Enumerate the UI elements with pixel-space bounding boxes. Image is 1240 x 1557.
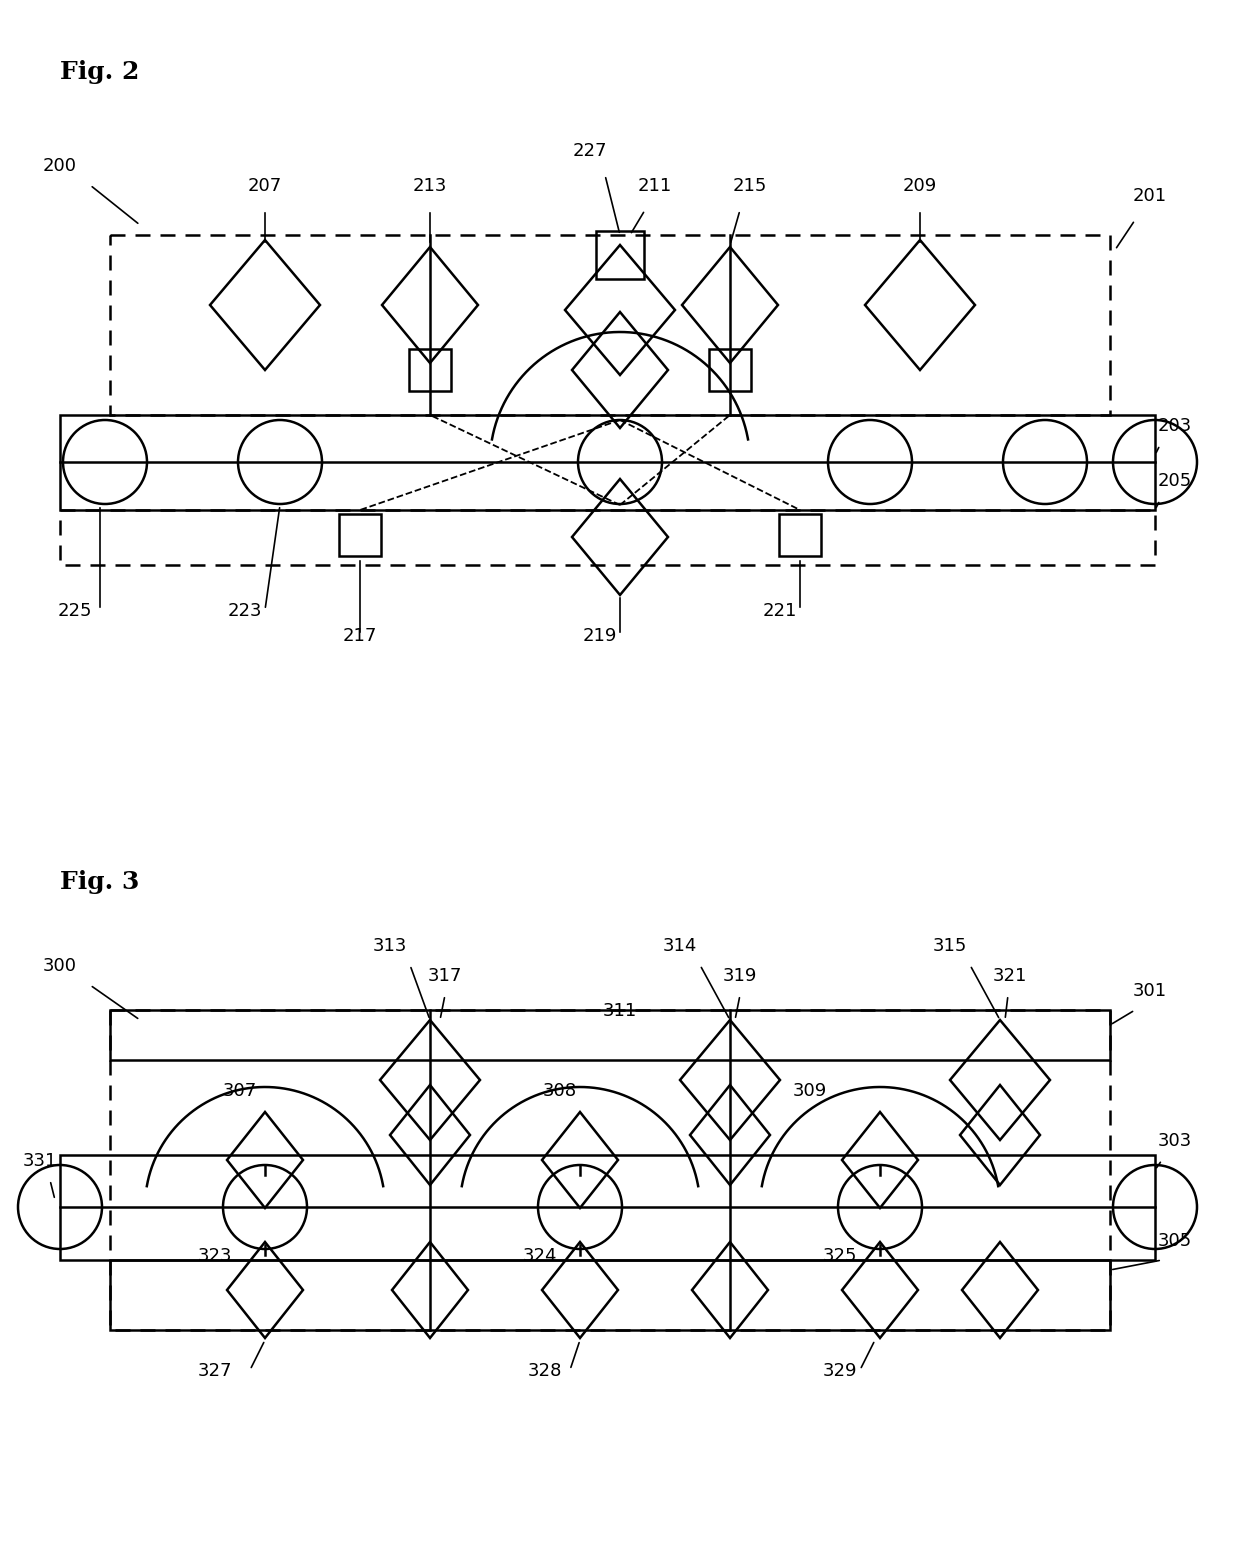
Text: 203: 203 (1158, 417, 1192, 434)
Text: 221: 221 (763, 603, 797, 620)
Text: 309: 309 (792, 1082, 827, 1099)
Bar (110, 1010, 1110, 1060)
Text: 331: 331 (22, 1152, 57, 1169)
Text: 328: 328 (528, 1362, 562, 1380)
Text: 313: 313 (373, 937, 407, 954)
Text: 223: 223 (228, 603, 262, 620)
Text: 311: 311 (603, 1003, 637, 1020)
Text: 217: 217 (342, 627, 377, 645)
Text: 200: 200 (43, 157, 77, 174)
Bar (110, 1010, 1110, 1330)
Text: 325: 325 (823, 1247, 857, 1264)
Text: 323: 323 (197, 1247, 232, 1264)
Bar (409, 349, 451, 391)
Text: 215: 215 (733, 177, 768, 195)
Text: 219: 219 (583, 627, 618, 645)
Text: 213: 213 (413, 177, 448, 195)
Bar (60, 416, 1154, 511)
Text: 314: 314 (663, 937, 697, 954)
Text: 225: 225 (58, 603, 92, 620)
Text: 205: 205 (1158, 472, 1192, 490)
Text: 301: 301 (1133, 982, 1167, 1000)
Text: Fig. 2: Fig. 2 (60, 61, 139, 84)
Bar (709, 349, 751, 391)
Bar (339, 514, 381, 556)
Text: 201: 201 (1133, 187, 1167, 206)
Text: 207: 207 (248, 177, 283, 195)
Text: 317: 317 (428, 967, 463, 986)
Bar (110, 1260, 1110, 1330)
Text: 211: 211 (637, 177, 672, 195)
Bar (779, 514, 821, 556)
Text: 307: 307 (223, 1082, 257, 1099)
Text: 300: 300 (43, 958, 77, 975)
Text: 308: 308 (543, 1082, 577, 1099)
Text: 315: 315 (932, 937, 967, 954)
Text: 327: 327 (197, 1362, 232, 1380)
Text: 209: 209 (903, 177, 937, 195)
Text: 329: 329 (823, 1362, 857, 1380)
Text: 319: 319 (723, 967, 758, 986)
Text: 324: 324 (523, 1247, 557, 1264)
Text: 303: 303 (1158, 1132, 1192, 1151)
Text: 227: 227 (573, 142, 608, 160)
Bar (60, 511, 1154, 565)
Bar (596, 230, 644, 279)
Bar (110, 235, 1110, 416)
Text: 305: 305 (1158, 1232, 1192, 1250)
Text: Fig. 3: Fig. 3 (60, 870, 139, 894)
Text: 321: 321 (993, 967, 1027, 986)
Bar (60, 1155, 1154, 1260)
